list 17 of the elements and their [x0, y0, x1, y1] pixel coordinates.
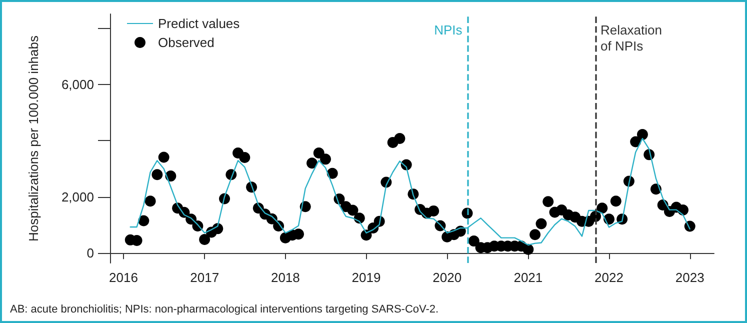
x-tick-label: 2022 — [594, 270, 624, 285]
legend-label: Predict values — [158, 16, 240, 31]
x-tick-label: 2016 — [109, 270, 138, 285]
x-tick-label: 2021 — [514, 270, 543, 285]
x-tick-label: 2023 — [675, 270, 704, 285]
x-tick-label: 2020 — [432, 270, 462, 285]
ref-line-label: NPIs — [434, 22, 463, 38]
x-tick-label: 2017 — [190, 270, 220, 285]
y-tick-label: 0 — [86, 246, 94, 261]
text: AB: acute bronchiolitis; NPIs: non-pharmacological interventions targeting SARS-CoV-2. — [10, 304, 439, 316]
y-tick-label: 6,000 — [61, 76, 94, 92]
y-axis-title: Hospitalizations per 100.000 inhabs — [26, 35, 41, 242]
legend-label: Observed — [158, 35, 214, 50]
x-tick-label: 2019 — [352, 270, 381, 285]
y-tick-label: 2,000 — [61, 189, 94, 204]
x-tick-label: 2018 — [270, 270, 300, 285]
ref-line-label: Relaxation of NPIs — [600, 22, 662, 54]
